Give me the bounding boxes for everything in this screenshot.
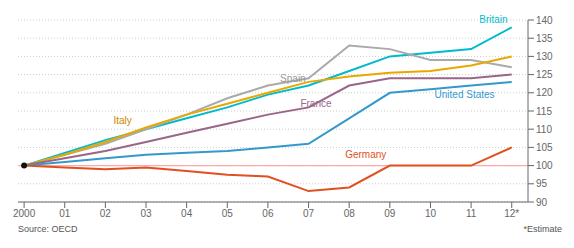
svg-text:130: 130: [536, 51, 553, 62]
svg-text:140: 140: [536, 15, 553, 26]
svg-text:90: 90: [536, 197, 548, 208]
svg-text:Germany: Germany: [345, 149, 386, 160]
svg-text:125: 125: [536, 69, 553, 80]
html-text:Source: OECD: Source: OECD: [18, 224, 78, 234]
html-text:*Estimate: *Estimate: [523, 224, 562, 234]
svg-text:08: 08: [344, 208, 356, 219]
svg-text:02: 02: [100, 208, 112, 219]
svg-text:11: 11: [466, 208, 477, 219]
svg-text:Italy: Italy: [113, 115, 131, 126]
svg-text:12*: 12*: [504, 208, 519, 219]
svg-text:135: 135: [536, 33, 553, 44]
svg-text:04: 04: [181, 208, 193, 219]
svg-text:2000: 2000: [13, 208, 36, 219]
svg-text:10: 10: [425, 208, 437, 219]
svg-text:07: 07: [303, 208, 315, 219]
svg-text:115: 115: [536, 106, 552, 117]
svg-text:09: 09: [384, 208, 396, 219]
svg-text:01: 01: [59, 208, 71, 219]
svg-text:120: 120: [536, 87, 553, 98]
svg-text:105: 105: [536, 142, 553, 153]
svg-text:95: 95: [536, 178, 548, 189]
svg-text:Britain: Britain: [479, 14, 507, 25]
svg-text:03: 03: [140, 208, 152, 219]
svg-text:United States: United States: [435, 89, 495, 100]
svg-text:05: 05: [222, 208, 234, 219]
svg-text:France: France: [300, 98, 332, 109]
svg-text:100: 100: [536, 160, 553, 171]
svg-text:110: 110: [536, 124, 552, 135]
svg-text:06: 06: [262, 208, 274, 219]
svg-text:Spain: Spain: [280, 73, 306, 84]
